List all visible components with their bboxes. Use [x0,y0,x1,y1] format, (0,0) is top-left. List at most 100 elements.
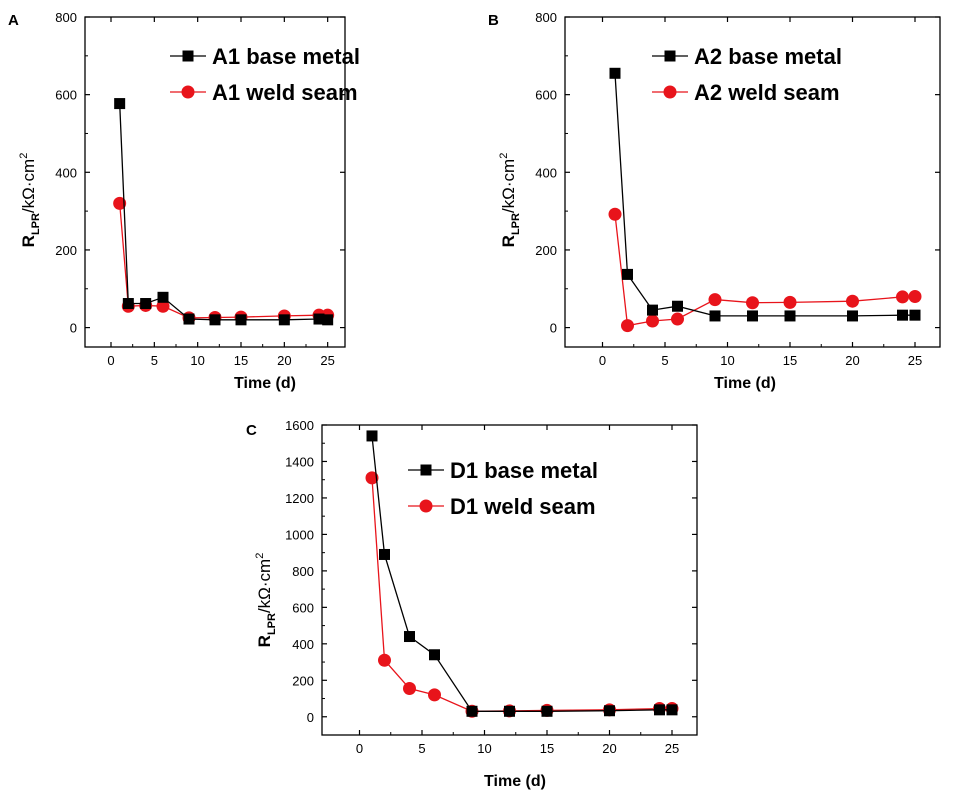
y-tick-label: 800 [535,10,557,25]
y-tick-label: 200 [292,673,314,688]
legend-label: A1 weld seam [212,80,358,105]
series-line-base [119,103,328,321]
x-tick-label: 20 [845,353,859,368]
y-tick-label: 400 [292,637,314,652]
y-title-sub: LPR [510,213,522,235]
data-point-weld [646,314,659,328]
series-line-weld [614,214,916,327]
data-point-base [313,313,325,325]
x-tick-label: 15 [234,353,248,368]
y-tick-label: 600 [55,88,77,103]
plot-frame [564,16,941,348]
y-tick-label: 0 [70,321,77,336]
legend-label: D1 base metal [450,458,598,483]
series-line-base [371,435,672,712]
panel-label: A [8,12,19,29]
legend-marker-square [664,50,676,62]
data-point-base [709,310,721,322]
legend-marker-circle [181,85,195,99]
data-point-weld [156,299,170,313]
y-title-main: R [499,235,518,247]
data-point-weld [608,207,622,221]
data-point-weld [846,294,859,308]
data-point-base [672,300,683,312]
data-point-weld [746,296,759,310]
legend-label: A2 base metal [694,44,842,69]
data-point-base [278,314,290,326]
x-tick-label: 5 [418,741,425,756]
data-point-weld [896,290,909,304]
data-point-base [429,649,440,661]
data-point-weld [783,295,797,309]
x-tick-label: 10 [477,741,491,756]
data-point-weld [428,688,441,702]
x-tick-label: 10 [720,353,734,368]
x-tick-label: 5 [151,353,158,368]
x-tick-label: 5 [661,353,668,368]
legend-marker-circle [663,85,677,99]
y-tick-label: 800 [55,10,77,25]
data-point-weld [621,319,634,333]
y-title-main: R [19,235,38,247]
series-line-weld [119,203,328,319]
data-point-base [909,309,921,321]
data-point-base [140,298,152,310]
data-point-base [897,309,908,321]
y-tick-label: 800 [292,564,314,579]
data-point-weld [378,653,391,667]
data-point-base [784,310,796,322]
y-tick-label: 600 [292,600,314,615]
x-axis-title: Time (d) [714,375,776,392]
data-point-weld [403,682,416,695]
legend-label: A1 base metal [212,44,360,69]
legend-label: D1 weld seam [450,494,596,519]
data-point-base [114,98,126,110]
data-point-weld [708,293,722,307]
x-tick-label: 10 [190,353,204,368]
data-point-base [183,313,195,325]
data-point-base [157,291,169,303]
y-tick-label: 200 [55,243,77,258]
y-tick-label: 200 [535,243,557,258]
y-axis-title: RLPR/kΩ·cm2 [498,153,522,248]
y-tick-label: 600 [535,88,557,103]
y-tick-label: 1400 [285,454,314,469]
data-point-base [504,705,515,717]
panel-label: B [488,12,499,29]
data-point-base [666,704,678,716]
data-point-weld [113,196,127,210]
y-tick-label: 0 [550,321,557,336]
y-title-sup: 2 [254,553,266,559]
x-tick-label: 0 [356,741,363,756]
x-tick-label: 0 [107,353,114,368]
legend-marker-square [420,464,432,476]
x-tick-label: 25 [320,353,334,368]
data-point-weld [365,471,379,485]
y-title-main: R [255,635,274,647]
data-point-base [604,705,615,717]
plot-frame [321,424,698,736]
legend-label: A2 weld seam [694,80,840,105]
data-point-base [209,314,221,326]
panel-label: C [246,422,257,439]
y-axis-title: RLPR/kΩ·cm2 [254,553,278,648]
y-axis-title: RLPR/kΩ·cm2 [18,153,42,248]
chart-panel-A: A 0 5 10 15 20 25 0 200 400 600 800 Time (d) RLPR/kΩ·… [8,10,360,392]
data-point-weld [671,312,684,326]
x-tick-label: 0 [599,353,606,368]
x-tick-label: 20 [277,353,291,368]
data-point-base [379,548,390,560]
y-tick-label: 400 [535,165,557,180]
y-title-sup: 2 [18,153,30,159]
x-tick-label: 15 [783,353,797,368]
data-point-base [622,268,633,280]
x-tick-label: 20 [602,741,616,756]
legend-marker-square [182,50,194,62]
data-point-base [466,705,478,717]
y-title-unit: /kΩ·cm [255,559,274,613]
y-title-unit: /kΩ·cm [499,159,518,213]
y-tick-label: 0 [307,710,314,725]
data-point-base [366,430,378,442]
x-tick-label: 25 [908,353,922,368]
